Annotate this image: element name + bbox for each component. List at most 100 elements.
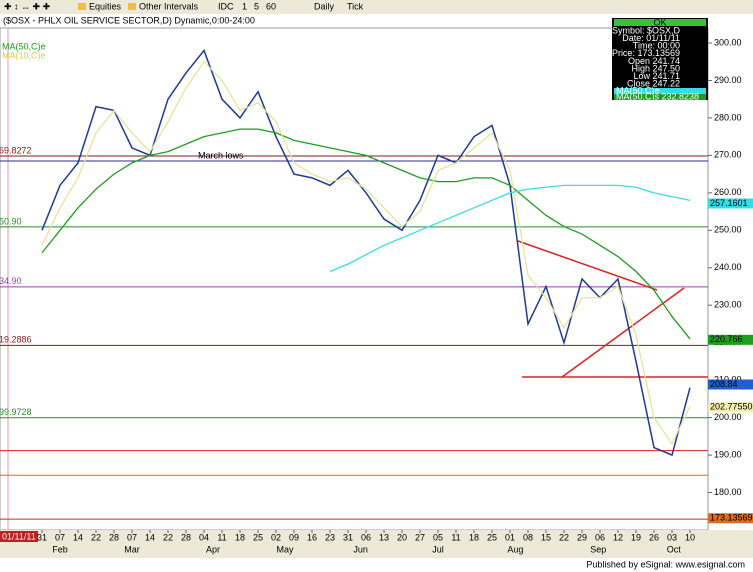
level-label: 234.90 bbox=[0, 276, 22, 286]
x-tick-label: 07 bbox=[55, 532, 65, 542]
x-tick-label: 25 bbox=[487, 532, 497, 542]
x-tick-label: 08 bbox=[523, 532, 533, 542]
toolbar-button[interactable]: 60 bbox=[266, 1, 276, 11]
trendline bbox=[517, 240, 658, 291]
series-line bbox=[41, 60, 691, 446]
y-tick-label: 270.00 bbox=[714, 150, 742, 160]
x-tick-label: 03 bbox=[667, 532, 677, 542]
price-label: 202.775502 bbox=[710, 402, 753, 412]
level-label: 250.90 bbox=[0, 216, 22, 226]
price-label-box bbox=[708, 334, 753, 345]
x-tick-label: 13 bbox=[379, 532, 389, 542]
price-label: 220.766 bbox=[710, 334, 743, 344]
ma-row-bg bbox=[614, 88, 706, 94]
level-label: 199.9728 bbox=[0, 407, 32, 417]
toolbar-items: ✚ ↕ ↔ ✚ ✚ Equities Other Intervals IDC 1… bbox=[4, 1, 364, 11]
x-tick-label: 05 bbox=[433, 532, 443, 542]
data-window-ma-row: MA(50,C)s 232.8238 bbox=[616, 91, 699, 101]
x-tick-label: 25 bbox=[253, 532, 263, 542]
data-window-ma-row: MA(50,C)e bbox=[616, 85, 660, 95]
data-window-row: High 247.50 bbox=[631, 63, 680, 73]
date-box-text: 01/11/11 bbox=[2, 531, 36, 541]
toolbar-button[interactable]: Other Intervals bbox=[139, 1, 199, 11]
level-label: 219.2886 bbox=[0, 335, 32, 345]
x-tick-label: 01 bbox=[505, 532, 515, 542]
x-tick-label: 26 bbox=[649, 532, 659, 542]
toolbar-button[interactable]: IDC bbox=[218, 1, 234, 11]
price-label: 173.13569 bbox=[710, 513, 753, 523]
y-tick-label: 180.00 bbox=[714, 487, 742, 497]
x-tick-label: 31 bbox=[37, 532, 47, 542]
x-tick-label: 19 bbox=[631, 532, 641, 542]
x-tick-label: 06 bbox=[595, 532, 605, 542]
data-window-box bbox=[612, 18, 708, 100]
x-tick-label: 10 bbox=[685, 532, 695, 542]
x-tick-label: 09 bbox=[289, 532, 299, 542]
x-tick-label: 23 bbox=[325, 532, 335, 542]
price-label: 257.1601 bbox=[710, 198, 748, 208]
x-tick-label: 22 bbox=[559, 532, 569, 542]
x-tick-label: 29 bbox=[577, 532, 587, 542]
month-label: Mar bbox=[124, 544, 140, 554]
y-tick-label: 190.00 bbox=[714, 449, 742, 459]
month-label: Sep bbox=[590, 544, 606, 554]
series-line bbox=[329, 184, 691, 273]
month-label: Jun bbox=[353, 544, 368, 554]
data-window-row: Close 247.22 bbox=[627, 79, 680, 89]
x-tick-label: 14 bbox=[73, 532, 83, 542]
month-label: Aug bbox=[507, 544, 523, 554]
x-tick-label: 20 bbox=[397, 532, 407, 542]
toolbar-button[interactable]: Daily bbox=[314, 1, 335, 11]
y-tick-label: 260.00 bbox=[714, 187, 742, 197]
trendline bbox=[561, 287, 685, 378]
x-tick-label: 28 bbox=[181, 532, 191, 542]
series-line bbox=[41, 128, 691, 340]
y-tick-label: 200.00 bbox=[714, 412, 742, 422]
month-label: Apr bbox=[206, 544, 220, 554]
data-window-row: Open 241.74 bbox=[628, 56, 680, 66]
toolbar-button[interactable]: Equities bbox=[89, 1, 122, 11]
x-tick-label: 31 bbox=[343, 532, 353, 542]
data-window-row: Date: 01/11/11 bbox=[622, 33, 680, 43]
x-tick-label: 11 bbox=[217, 532, 226, 542]
y-tick-label: 250.00 bbox=[714, 225, 742, 235]
x-tick-label: 18 bbox=[469, 532, 479, 542]
footer: Published by eSignal: www.esignal.com bbox=[586, 559, 745, 569]
x-tick-label: 04 bbox=[199, 532, 209, 542]
date-box bbox=[0, 531, 38, 542]
tool-icons: ✚ ↕ ↔ ✚ ✚ bbox=[4, 1, 51, 11]
month-label: May bbox=[276, 544, 294, 554]
x-tick-label: 06 bbox=[361, 532, 371, 542]
price-label-box bbox=[708, 402, 753, 413]
trendlines bbox=[517, 240, 708, 378]
data-window-row: Low 241.71 bbox=[633, 71, 680, 81]
legend-entry: MA(10,C)e bbox=[2, 50, 46, 60]
legend-entry: MA(50,C)e bbox=[2, 41, 46, 51]
time-axis bbox=[0, 530, 753, 558]
toolbar-button[interactable]: Tick bbox=[347, 1, 364, 11]
month-label: Feb bbox=[52, 544, 68, 554]
x-tick-label: 14 bbox=[145, 532, 155, 542]
folder-icon bbox=[128, 3, 136, 10]
x-tick-label: 11 bbox=[451, 532, 460, 542]
toolbar-button[interactable]: 5 bbox=[254, 1, 259, 11]
annotation: March lows bbox=[198, 150, 244, 160]
data-window-row: Price: 173.13569 bbox=[612, 48, 680, 58]
x-tick-label: 12 bbox=[613, 532, 623, 542]
x-tick-label: 22 bbox=[163, 532, 173, 542]
data-window-status bbox=[614, 19, 706, 26]
x-tick-label: 16 bbox=[307, 532, 317, 542]
y-tick-label: 240.00 bbox=[714, 262, 742, 272]
x-tick-label: 15 bbox=[541, 532, 551, 542]
level-label: 269.8272 bbox=[0, 145, 32, 155]
month-label: Oct bbox=[667, 544, 682, 554]
toolbar-button[interactable]: 1 bbox=[242, 1, 247, 11]
ma-row-bg bbox=[614, 94, 706, 100]
plot-background bbox=[0, 14, 753, 558]
price-label-box bbox=[708, 513, 753, 524]
y-tick-label: 300.00 bbox=[714, 37, 742, 47]
footer-bar bbox=[0, 558, 753, 572]
price-label-box bbox=[708, 198, 753, 209]
x-tick-label: 07 bbox=[127, 532, 137, 542]
